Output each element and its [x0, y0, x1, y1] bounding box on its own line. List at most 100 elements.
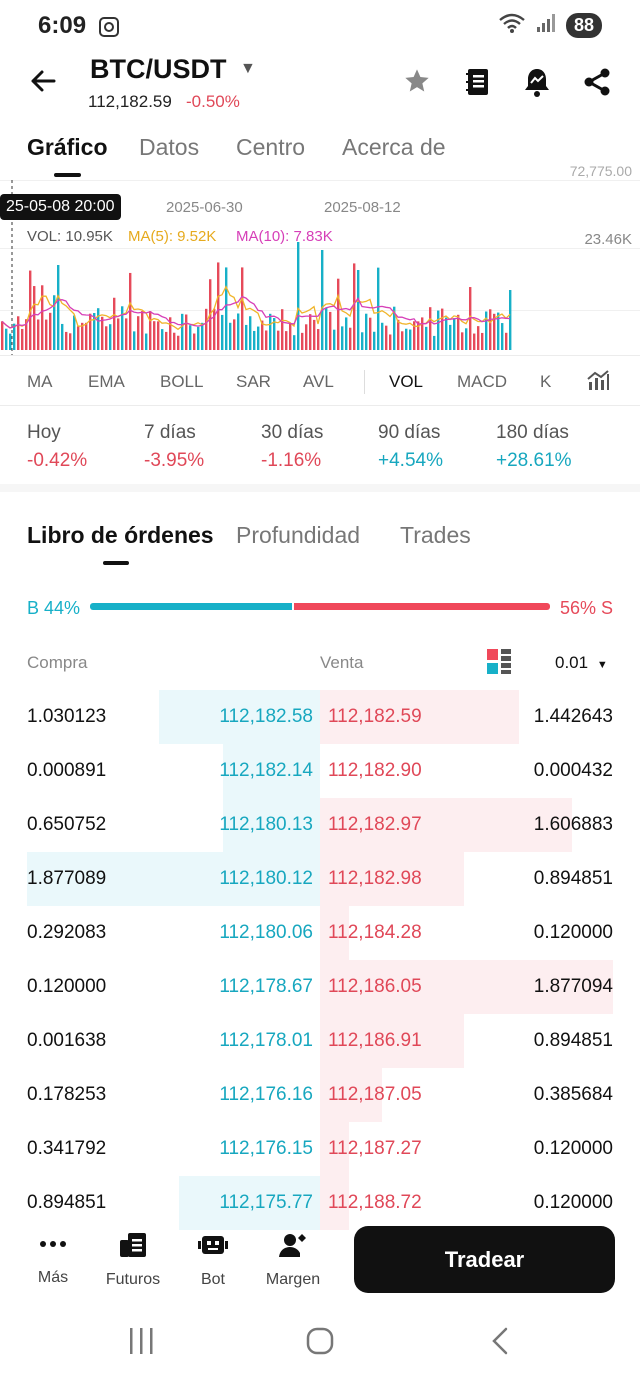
vol-label: VOL: 10.95K — [27, 228, 113, 245]
order-row[interactable]: 0.001638 112,178.01 112,186.91 0.894851 — [0, 1014, 640, 1068]
period-label: 90 días — [378, 422, 441, 443]
order-row[interactable]: 0.894851 112,175.77 112,188.72 0.120000 — [0, 1176, 640, 1230]
buy-depth-bar — [223, 744, 320, 798]
chevron-down-icon[interactable]: ▼ — [240, 60, 256, 77]
volume-bar — [25, 319, 28, 350]
sell-depth-bar — [320, 690, 519, 744]
buy-quantity: 0.000891 — [27, 760, 107, 781]
sell-price: 112,187.27 — [328, 1138, 422, 1159]
volume-chart[interactable] — [0, 180, 640, 355]
tab-trades[interactable]: Trades — [400, 522, 471, 548]
order-row[interactable]: 0.650752 112,180.13 112,182.97 1.606883 — [0, 798, 640, 852]
indicator-sar[interactable]: SAR — [236, 372, 271, 391]
buy-price: 112,180.13 — [219, 814, 313, 835]
book-layout-icon[interactable] — [487, 649, 511, 680]
tab-depth[interactable]: Profundidad — [236, 522, 361, 548]
volume-bar — [137, 316, 140, 350]
buy-price: 112,176.16 — [219, 1084, 313, 1105]
volume-bar — [77, 326, 80, 350]
trade-button[interactable]: Tradear — [354, 1226, 615, 1293]
volume-bar — [485, 311, 488, 350]
order-row[interactable]: 0.000891 112,182.14 112,182.90 0.000432 — [0, 744, 640, 798]
nav-label: Más — [37, 1269, 69, 1286]
home-icon[interactable] — [305, 1326, 335, 1361]
indicator-ma[interactable]: MA — [27, 372, 53, 391]
nav-margin[interactable]: Margen — [253, 1232, 333, 1289]
volume-bar — [389, 334, 392, 350]
sell-price: 112,184.28 — [328, 922, 422, 943]
back-arrow-icon[interactable] — [28, 66, 58, 101]
nav-more[interactable]: Más — [13, 1232, 93, 1287]
tab-grafico[interactable]: Gráfico — [27, 134, 108, 160]
margin-icon — [253, 1232, 333, 1263]
order-row[interactable]: 0.292083 112,180.06 112,184.28 0.120000 — [0, 906, 640, 960]
volume-bar — [497, 312, 500, 350]
sell-price: 112,182.97 — [328, 814, 422, 835]
wifi-icon — [498, 12, 526, 39]
status-icons: 88 — [498, 12, 602, 39]
axis-date: 2025-08-12 — [324, 199, 401, 216]
volume-bar — [505, 332, 508, 350]
volume-bar — [121, 306, 124, 350]
current-price: 112,182.59 — [88, 92, 172, 111]
nav-label: Bot — [200, 1271, 225, 1288]
indicator-macd[interactable]: MACD — [457, 372, 508, 391]
tab-centro[interactable]: Centro — [236, 134, 306, 160]
volume-bar — [489, 309, 492, 350]
buy-price: 112,178.67 — [219, 976, 313, 997]
sell-price: 112,186.05 — [328, 976, 422, 997]
order-row[interactable]: 1.877089 112,180.12 112,182.98 0.894851 — [0, 852, 640, 906]
order-row[interactable]: 0.341792 112,176.15 112,187.27 0.120000 — [0, 1122, 640, 1176]
order-row[interactable]: 1.030123 112,182.58 112,182.59 1.442643 — [0, 690, 640, 744]
share-icon[interactable] — [582, 67, 612, 102]
volume-bar — [357, 270, 360, 350]
star-icon[interactable] — [403, 67, 431, 100]
volume-bar — [349, 327, 352, 350]
indicator-vol[interactable]: VOL — [389, 372, 424, 391]
recent-apps-icon[interactable] — [128, 1326, 156, 1361]
tab-order-book[interactable]: Libro de órdenes — [27, 522, 214, 548]
buy-ratio: B 44% — [27, 598, 81, 618]
volume-bar — [337, 278, 340, 350]
volume-bar — [465, 328, 468, 350]
buy-quantity: 0.894851 — [27, 1192, 107, 1213]
order-row[interactable]: 0.120000 112,178.67 112,186.05 1.877094 — [0, 960, 640, 1014]
sell-price: 112,182.90 — [328, 760, 422, 781]
volume-bar — [241, 267, 244, 350]
clipped-axis-label: 72,775.00 — [569, 163, 632, 179]
volume-bar — [205, 308, 208, 350]
volume-bar — [441, 308, 444, 350]
nav-futures[interactable]: Futuros — [93, 1232, 173, 1289]
nav-bot[interactable]: Bot — [173, 1232, 253, 1289]
indicator-settings-icon[interactable] — [586, 369, 610, 398]
indicator-k[interactable]: K — [540, 372, 552, 391]
orderbook-tab-indicator — [103, 561, 129, 565]
tab-datos[interactable]: Datos — [139, 134, 200, 160]
volume-bar — [321, 250, 324, 350]
buy-quantity: 0.178253 — [27, 1084, 107, 1105]
bot-icon — [173, 1232, 253, 1263]
sell-depth-bar — [320, 1176, 349, 1230]
volume-bar — [421, 317, 424, 350]
order-row[interactable]: 0.178253 112,176.16 112,187.05 0.385684 — [0, 1068, 640, 1122]
volume-bar — [165, 331, 168, 350]
buy-depth-bar — [223, 798, 320, 852]
volume-chart-svg — [0, 180, 640, 355]
indicator-boll[interactable]: BOLL — [160, 372, 204, 391]
volume-bar — [309, 314, 312, 350]
volume-bar — [1, 321, 4, 350]
volume-bar — [105, 326, 108, 350]
pair-title[interactable]: BTC/USDT — [90, 54, 227, 84]
price-alert-icon[interactable] — [522, 66, 552, 103]
notebook-icon[interactable] — [465, 67, 491, 102]
volume-bar — [113, 297, 116, 350]
volume-bar — [477, 326, 480, 350]
volume-bar — [417, 321, 420, 350]
volume-bar — [397, 319, 400, 350]
precision-select[interactable]: 0.01 ▼ — [555, 653, 608, 673]
indicator-ema[interactable]: EMA — [88, 372, 125, 391]
system-back-icon[interactable] — [488, 1326, 512, 1361]
volume-bar — [437, 310, 440, 350]
indicator-avl[interactable]: AVL — [303, 372, 334, 391]
tab-acerca-de[interactable]: Acerca de — [342, 134, 446, 160]
